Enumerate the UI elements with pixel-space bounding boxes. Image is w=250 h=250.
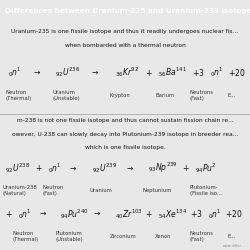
Text: $_{0}n^{1}$: $_{0}n^{1}$ bbox=[48, 161, 61, 175]
Text: $+$: $+$ bbox=[35, 163, 42, 173]
Text: $\rightarrow$: $\rightarrow$ bbox=[38, 209, 47, 218]
Text: $+$: $+$ bbox=[145, 68, 152, 78]
Text: $+$: $+$ bbox=[145, 208, 152, 218]
Text: $\rightarrow$: $\rightarrow$ bbox=[92, 209, 102, 218]
Text: Uranium-235 is one fissile isotope and thus it readily undergoes nuclear fis...: Uranium-235 is one fissile isotope and t… bbox=[12, 29, 238, 34]
Text: $\rightarrow$: $\rightarrow$ bbox=[90, 68, 100, 77]
Text: $_{92}U^{236}$: $_{92}U^{236}$ bbox=[55, 66, 80, 80]
Text: $_{54}Xe^{134}$: $_{54}Xe^{134}$ bbox=[158, 207, 187, 220]
Text: $_{92}U^{238}$: $_{92}U^{238}$ bbox=[5, 161, 30, 175]
Text: $_{0}n^{1}$: $_{0}n^{1}$ bbox=[210, 66, 224, 80]
Text: Barium: Barium bbox=[155, 93, 174, 98]
Text: $_{0}n^{1}$: $_{0}n^{1}$ bbox=[8, 66, 21, 80]
Text: Plutonium-
(Fissile iso...: Plutonium- (Fissile iso... bbox=[190, 186, 222, 196]
Text: E...: E... bbox=[228, 234, 235, 239]
Text: $_{94}Pu^{240}$: $_{94}Pu^{240}$ bbox=[60, 207, 89, 220]
Text: $\rightarrow$: $\rightarrow$ bbox=[32, 68, 42, 77]
Text: $\rightarrow$: $\rightarrow$ bbox=[125, 164, 134, 172]
Text: $+ 3$: $+ 3$ bbox=[192, 67, 205, 78]
Text: Neutron
(Thermal): Neutron (Thermal) bbox=[5, 90, 31, 101]
Text: Krypton: Krypton bbox=[110, 93, 131, 98]
Text: Uranium: Uranium bbox=[90, 188, 113, 193]
Text: $_{40}Zr^{103}$: $_{40}Zr^{103}$ bbox=[115, 207, 143, 220]
Text: $_{0}n^{1}$: $_{0}n^{1}$ bbox=[18, 207, 31, 220]
Text: Zirconium: Zirconium bbox=[110, 234, 137, 239]
Text: $+ 3$: $+ 3$ bbox=[190, 208, 203, 219]
Text: $_{0}n^{1}$: $_{0}n^{1}$ bbox=[208, 207, 221, 220]
Text: Neutrons
(Fast): Neutrons (Fast) bbox=[190, 231, 214, 242]
Text: E...: E... bbox=[228, 93, 235, 98]
Text: when bombarded with a thermal neutron: when bombarded with a thermal neutron bbox=[64, 43, 186, 48]
Text: Neutron
(Fast): Neutron (Fast) bbox=[42, 186, 64, 196]
Text: $+$: $+$ bbox=[5, 208, 12, 218]
Text: $_{36}Kr^{92}$: $_{36}Kr^{92}$ bbox=[115, 66, 139, 80]
Text: Neptunium: Neptunium bbox=[142, 188, 172, 193]
Text: Plutonium
(Unstable): Plutonium (Unstable) bbox=[55, 231, 83, 242]
Text: $+ 20$: $+ 20$ bbox=[228, 67, 245, 78]
Text: Xenon: Xenon bbox=[155, 234, 172, 239]
Text: $\rightarrow$: $\rightarrow$ bbox=[68, 164, 77, 172]
Text: Uranium-238
(Natural): Uranium-238 (Natural) bbox=[2, 186, 37, 196]
Text: Neutrons
(Fast): Neutrons (Fast) bbox=[190, 90, 214, 101]
Text: Uranium
(Unstable): Uranium (Unstable) bbox=[52, 90, 80, 101]
Text: www.differ...: www.differ... bbox=[223, 244, 245, 248]
Text: Neutron
(Thermal): Neutron (Thermal) bbox=[12, 231, 39, 242]
Text: owever, U-238 can slowly decay into Plutonium-239 isotope in breeder rea...: owever, U-238 can slowly decay into Plut… bbox=[12, 132, 238, 137]
Text: $_{92}U^{239}$: $_{92}U^{239}$ bbox=[92, 161, 118, 175]
Text: which is one fissile isotope.: which is one fissile isotope. bbox=[84, 145, 166, 150]
Text: $_{94}Pu^{2}$: $_{94}Pu^{2}$ bbox=[195, 161, 217, 175]
Text: $+ 20$: $+ 20$ bbox=[225, 208, 242, 219]
Text: $_{56}Ba^{141}$: $_{56}Ba^{141}$ bbox=[158, 66, 186, 80]
Text: $_{93}Np^{239}$: $_{93}Np^{239}$ bbox=[148, 161, 178, 175]
Text: m-238 is not one fissile isotope and thus cannot sustain fission chain re...: m-238 is not one fissile isotope and thu… bbox=[16, 118, 234, 123]
Text: Differences between Uranium-235 and Uranium-238 isotopes: Differences between Uranium-235 and Uran… bbox=[5, 8, 250, 14]
Text: $+$: $+$ bbox=[182, 163, 190, 173]
